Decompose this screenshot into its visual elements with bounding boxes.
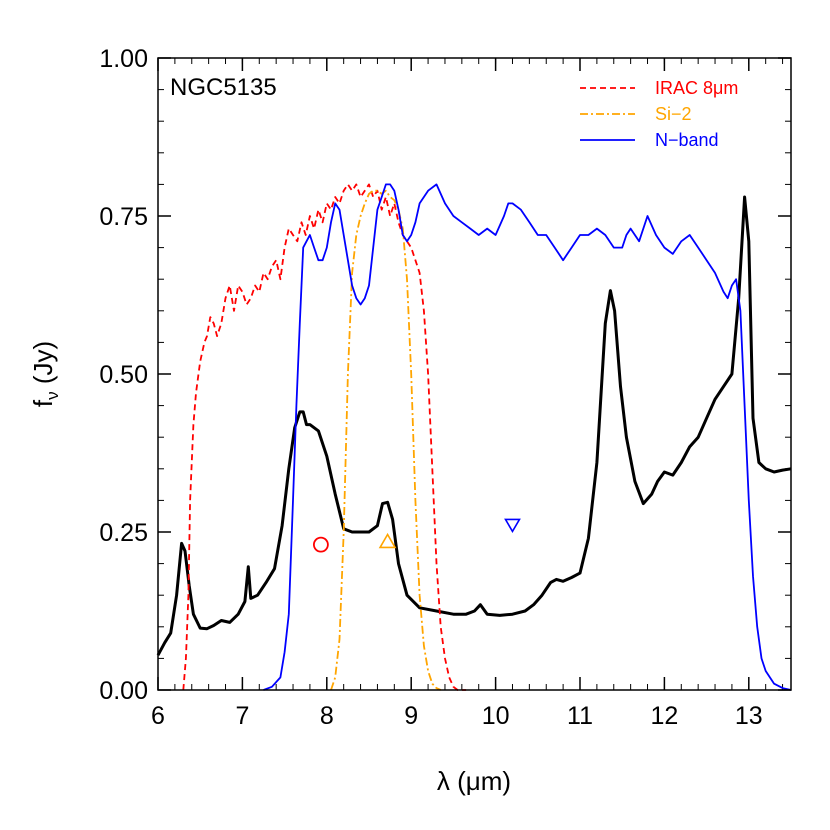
series-line-spectrum bbox=[156, 195, 792, 656]
x-tick-label: 8 bbox=[320, 702, 334, 730]
y-axis-symbol: f bbox=[28, 399, 58, 407]
x-axis-title: λ (μm) bbox=[437, 766, 511, 796]
minor-ticks bbox=[157, 57, 791, 691]
series-line-irac-8um bbox=[182, 183, 467, 691]
legend-label-irac: IRAC 8μm bbox=[655, 78, 738, 98]
legend-label-si2: Si−2 bbox=[655, 104, 692, 124]
galaxy-name-annotation: NGC5135 bbox=[170, 74, 277, 101]
x-tick-label: 12 bbox=[650, 702, 678, 730]
x-tick-label: 10 bbox=[482, 702, 510, 730]
x-tick-label: 6 bbox=[151, 702, 165, 730]
x-tick-label: 7 bbox=[235, 702, 249, 730]
series-line-si-2 bbox=[330, 189, 442, 691]
data-markers bbox=[312, 518, 521, 553]
x-tick-label: 11 bbox=[567, 702, 593, 730]
y-axis-subscript: ν bbox=[43, 391, 62, 400]
legend: IRAC 8μm Si−2 N−band bbox=[580, 78, 738, 150]
y-tick-label: 0.00 bbox=[99, 677, 148, 705]
plot-frame bbox=[157, 57, 792, 691]
y-tick-label: 1.00 bbox=[99, 45, 148, 73]
y-tick-label: 0.25 bbox=[99, 519, 148, 547]
nband-upper-limit bbox=[504, 518, 521, 534]
x-tick-label: 9 bbox=[404, 702, 418, 730]
y-tick-label: 0.50 bbox=[99, 361, 148, 389]
y-axis-title: fν (Jy) bbox=[28, 341, 62, 407]
irac-photometry-point bbox=[312, 536, 329, 553]
plot-series bbox=[156, 183, 792, 691]
y-axis-unit: (Jy) bbox=[28, 341, 58, 392]
legend-label-nband: N−band bbox=[655, 130, 719, 150]
series-line-n-band bbox=[263, 183, 792, 691]
si2-photometry-point bbox=[378, 532, 397, 549]
x-tick-label: 13 bbox=[735, 702, 763, 730]
y-tick-label: 0.75 bbox=[99, 203, 148, 231]
